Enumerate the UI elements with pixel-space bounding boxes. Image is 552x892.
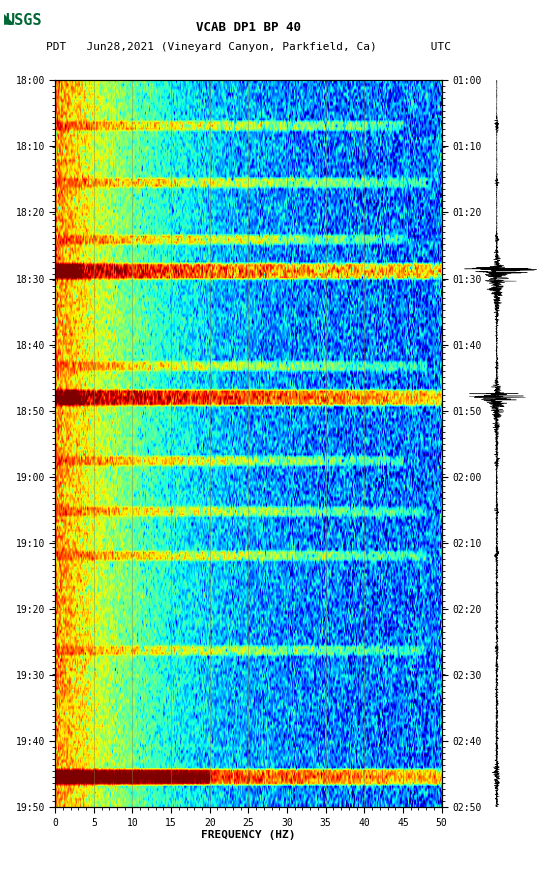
Text: USGS: USGS (6, 13, 42, 29)
X-axis label: FREQUENCY (HZ): FREQUENCY (HZ) (201, 830, 296, 840)
Text: PDT   Jun28,2021 (Vineyard Canyon, Parkfield, Ca)        UTC: PDT Jun28,2021 (Vineyard Canyon, Parkfie… (46, 42, 451, 52)
Text: VCAB DP1 BP 40: VCAB DP1 BP 40 (196, 21, 301, 34)
Text: ◣: ◣ (4, 12, 15, 26)
